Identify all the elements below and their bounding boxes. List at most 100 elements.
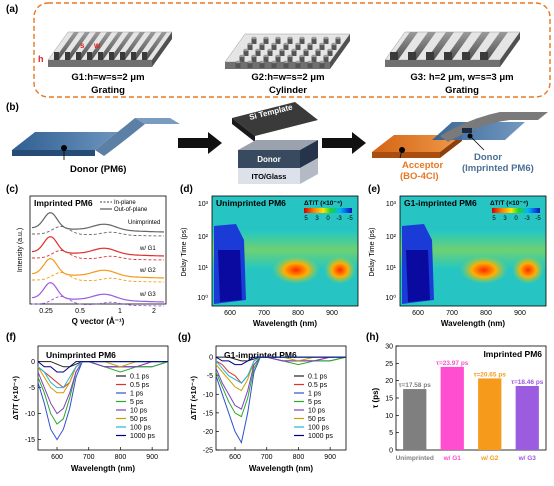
- cylinder: [323, 56, 329, 62]
- g-legend-label: 50 ps: [308, 416, 326, 423]
- cylinder-top: [315, 48, 321, 52]
- h-ytick: 0: [389, 448, 393, 455]
- cylinder: [259, 44, 265, 50]
- g-series-line: [215, 356, 346, 410]
- cylinder: [307, 62, 313, 68]
- f-legend-label: 10 ps: [130, 408, 148, 415]
- cylinder: [271, 62, 277, 68]
- cylinder: [287, 56, 293, 62]
- cylinder: [275, 56, 281, 62]
- cylinder: [323, 38, 329, 44]
- e-ytick-1: 10²: [386, 234, 397, 241]
- cylinder: [263, 38, 269, 44]
- cylinder-top: [307, 42, 313, 46]
- width-marker: s: [80, 41, 85, 50]
- grating-ridge-face: [98, 52, 103, 60]
- f-xlabel: Wavelength (nm): [71, 464, 135, 473]
- panel-label-a: (a): [6, 4, 18, 15]
- g-ytick: -15: [203, 410, 213, 417]
- cylinder-top: [283, 42, 289, 46]
- g-legend-label: 0.1 ps: [308, 374, 328, 381]
- f-ytick: -15: [25, 437, 35, 444]
- grating-ridge: [76, 32, 101, 60]
- panel-label-e: (e): [368, 184, 380, 195]
- panel-label-g: (g): [178, 332, 191, 343]
- grating-ridge: [120, 32, 145, 60]
- acceptor-donor-film: [372, 112, 548, 159]
- cylinder-top: [283, 60, 289, 64]
- cylinder: [295, 44, 301, 50]
- spacing-marker: w: [93, 41, 101, 50]
- g-series-line: [215, 356, 346, 366]
- cylinder: [251, 56, 257, 62]
- cylinder-top: [267, 48, 273, 52]
- g-legend-label: 5 ps: [308, 399, 322, 406]
- f-xtick: 800: [115, 454, 127, 461]
- f-legend-label: 1 ps: [130, 391, 144, 398]
- e-title: G1-imprinted PM6: [404, 198, 477, 208]
- h-bar-value-label: τ=17.58 ps: [399, 382, 432, 389]
- d-scale-tick-0: 5: [304, 216, 308, 222]
- grating-ridge-face: [480, 52, 488, 60]
- g-xtick: 600: [229, 454, 241, 461]
- e-scale-tick-2: 0: [514, 216, 518, 222]
- cylinder-top: [263, 36, 269, 40]
- cylinder-top: [319, 42, 325, 46]
- grating-ridge-face: [65, 52, 70, 60]
- grating-ridge: [98, 32, 123, 60]
- h-bar: [478, 378, 502, 450]
- grating-ridge-face: [390, 52, 398, 60]
- c-xlabel: Q vector (Å⁻¹): [72, 317, 125, 326]
- grating-ridge-face: [87, 52, 92, 60]
- cylinder: [259, 62, 265, 68]
- cylinder: [247, 44, 253, 50]
- grating-ridge: [87, 32, 112, 60]
- giwaxs-outplane-curve: [31, 281, 165, 303]
- grating-ridge: [131, 32, 156, 60]
- d-ytick-2: 10¹: [198, 265, 209, 272]
- g2-caption: G2:h=w=s=2 μm: [251, 72, 324, 83]
- cylinder: [295, 62, 301, 68]
- imprint-stack: Si Template Donor ITO/Glass: [232, 102, 318, 184]
- tas-map-g1: G1-imprinted PM6 ΔT/T (×10⁻⁴) 5 3 0 -3 -…: [369, 195, 547, 328]
- cylinder-top: [303, 48, 309, 52]
- c-xtick-0: 0.25: [39, 308, 53, 315]
- g-series-line: [215, 356, 347, 418]
- d-ytick-1: 10²: [198, 234, 209, 241]
- cylinder: [311, 38, 317, 44]
- e-scale-tick-3: -3: [524, 216, 530, 222]
- d-scale-tick-3: -3: [336, 216, 342, 222]
- acceptor-label: Acceptor: [402, 160, 443, 171]
- cylinder: [271, 44, 277, 50]
- cylinder-top: [275, 54, 281, 58]
- e-xtick-2: 800: [480, 310, 492, 317]
- g1-caption: G1:h=w=s=2 μm: [71, 72, 144, 83]
- f-legend-label: 50 ps: [130, 416, 148, 423]
- g-ytick: -5: [207, 373, 213, 380]
- f-xtick: 600: [51, 454, 63, 461]
- cylinder: [315, 50, 321, 56]
- grating-ridge-face: [444, 52, 452, 60]
- e-ytick-2: 10¹: [386, 265, 397, 272]
- e-scale-title: ΔT/T (×10⁻⁴): [490, 200, 528, 207]
- acceptor-sub: (BO-4Cl): [400, 171, 439, 182]
- f-title: Unimprinted PM6: [46, 350, 116, 360]
- grating-ridge: [65, 32, 90, 60]
- e-ytick-3: 10⁰: [385, 294, 396, 302]
- cylinder-top: [311, 54, 317, 58]
- f-ytick: 0: [31, 359, 35, 366]
- cylinder: [319, 62, 325, 68]
- d-xlabel: Wavelength (nm): [253, 319, 317, 328]
- h-category-label: w/ G1: [443, 455, 462, 462]
- d-scale-tick-2: 0: [326, 216, 330, 222]
- cylinder-g2: [224, 33, 351, 69]
- g-legend-label: 0.5 ps: [308, 382, 328, 389]
- cylinder-top: [323, 54, 329, 58]
- giwaxs-chart: Imprinted PM6 In-plane Out-of-plane Unim…: [17, 195, 167, 326]
- cylinder: [267, 50, 273, 56]
- g-legend-label: 100 ps: [308, 425, 330, 432]
- d-ytick-0: 10³: [198, 201, 209, 208]
- cylinder-top: [287, 36, 293, 40]
- g-xlabel: Wavelength (nm): [249, 464, 313, 473]
- c-title: Imprinted PM6: [34, 198, 93, 208]
